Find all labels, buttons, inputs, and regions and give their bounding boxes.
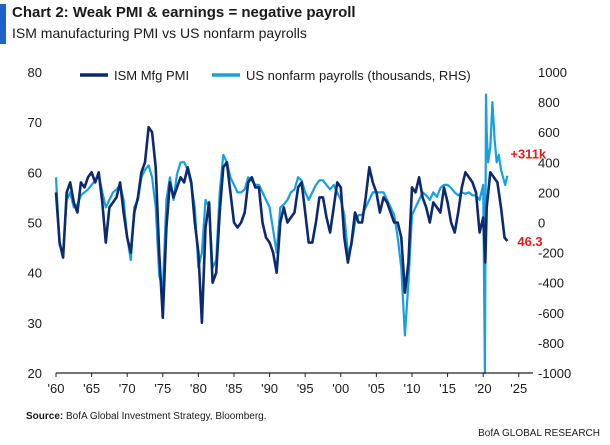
x-tick-label: '65 <box>83 381 100 396</box>
x-tick-label: '75 <box>154 381 171 396</box>
y-right-tick-label: -200 <box>538 246 564 261</box>
y-left-tick-label: 80 <box>28 65 42 80</box>
series-line-pmi <box>54 125 509 325</box>
y-right-tick-label: -800 <box>538 336 564 351</box>
y-right-tick-label: 400 <box>538 155 560 170</box>
x-tick-label: '00 <box>332 381 349 396</box>
y-left-tick-label: 50 <box>28 216 42 231</box>
legend-label-payrolls: US nonfarm payrolls (thousands, RHS) <box>246 68 471 83</box>
x-tick-label: '20 <box>475 381 492 396</box>
y-right-tick-label: 800 <box>538 95 560 110</box>
y-right-tick-label: 600 <box>538 125 560 140</box>
x-tick-label: '85 <box>226 381 243 396</box>
x-tick-label: '15 <box>439 381 456 396</box>
y-right-tick-label: 0 <box>538 216 545 231</box>
series-line-payrolls <box>54 93 509 375</box>
y-left-tick-label: 30 <box>28 316 42 331</box>
y-left-tick-label: 60 <box>28 165 42 180</box>
x-tick-label: '25 <box>510 381 527 396</box>
x-tick-label: '05 <box>368 381 385 396</box>
y-right-tick-label: 200 <box>538 185 560 200</box>
source-label: Source: <box>26 411 64 422</box>
y-right-tick-label: -1000 <box>538 366 571 381</box>
y-left-tick-label: 70 <box>28 115 42 130</box>
x-tick-label: '70 <box>119 381 136 396</box>
source-note: Source: BofA Global Investment Strategy,… <box>26 411 267 422</box>
legend-label-pmi: ISM Mfg PMI <box>114 68 189 83</box>
source-text: BofA Global Investment Strategy, Bloombe… <box>66 411 267 422</box>
x-tick-label: '10 <box>403 381 420 396</box>
annotation-pmi-latest: 46.3 <box>517 234 542 249</box>
chart-title: Chart 2: Weak PMI & earnings = negative … <box>12 4 356 21</box>
y-left-tick-label: 40 <box>28 266 42 281</box>
y-right-tick-label: 1000 <box>538 65 567 80</box>
x-tick-label: '90 <box>261 381 278 396</box>
brand-label: BofA GLOBAL RESEARCH <box>478 428 600 439</box>
y-right-tick-label: -600 <box>538 306 564 321</box>
y-right-tick-label: -400 <box>538 276 564 291</box>
title-accent-bar <box>0 4 6 44</box>
x-tick-label: '60 <box>48 381 65 396</box>
x-tick-label: '80 <box>190 381 207 396</box>
annotation-payrolls-latest: +311k <box>510 147 547 162</box>
chart-subtitle: ISM manufacturing PMI vs US nonfarm payr… <box>12 25 307 41</box>
y-left-tick-label: 20 <box>28 366 42 381</box>
x-tick-label: '95 <box>297 381 314 396</box>
